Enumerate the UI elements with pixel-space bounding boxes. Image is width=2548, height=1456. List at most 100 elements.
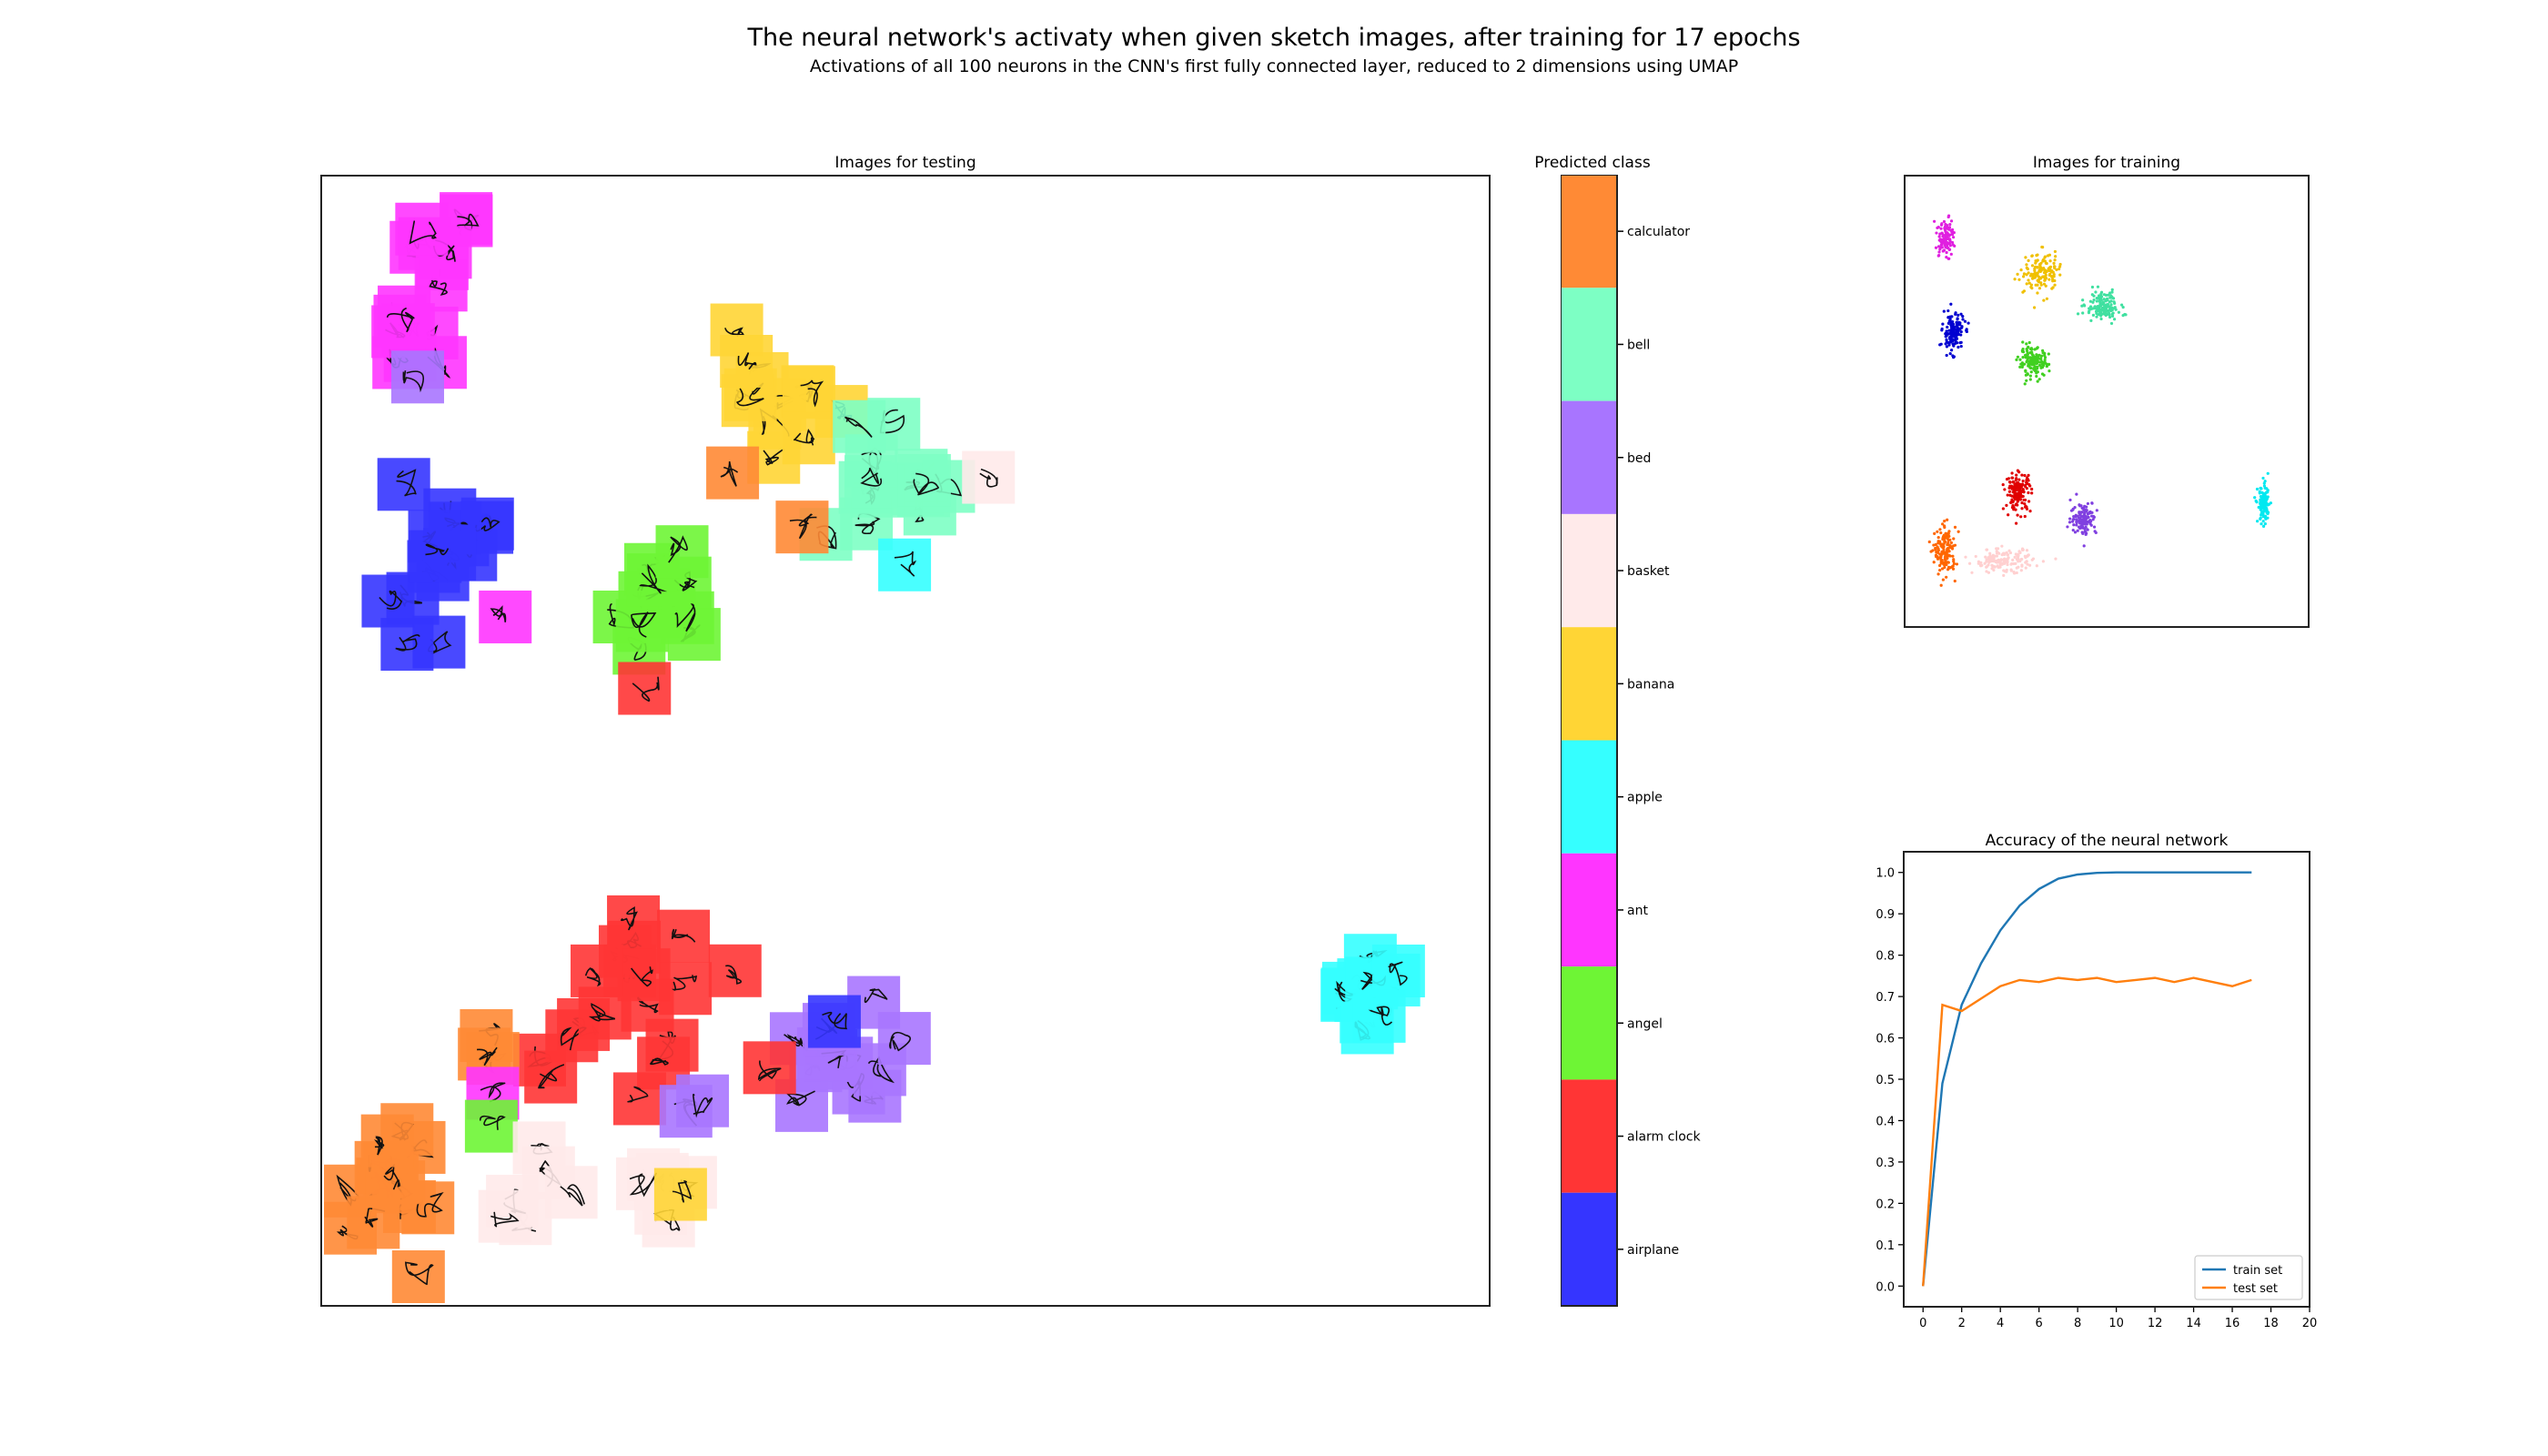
train-point [1942,248,1946,252]
train-point [2052,275,2056,278]
train-point [2078,504,2082,508]
cluster-bed [659,1074,730,1138]
train-point [2265,496,2269,500]
train-point [2099,308,2104,311]
y-tick-label: 0.5 [1876,1074,1895,1087]
train-point [1988,551,1992,555]
train-point [2017,278,2021,281]
train-point [2028,366,2032,369]
train-point [1955,562,1959,566]
train-point [2027,340,2031,345]
cluster-calculator [324,1103,455,1303]
train-point [1985,565,1988,569]
train-point [1952,343,1956,347]
train-point [2269,501,2272,505]
train-point [1970,571,1974,574]
train-point [2081,311,2085,315]
thumbnail-apple [878,538,932,592]
train-point [2001,507,2005,511]
train-point [2020,500,2024,505]
train-point [2026,357,2029,360]
train-point [1951,320,1955,324]
train-point [2005,503,2008,507]
train-point [1937,250,1941,254]
train-point [2008,480,2012,484]
train-point [1942,548,1946,551]
train-point [2261,476,2265,480]
colorbar-segment-calculator [1561,175,1617,288]
thumbnail-apple [1352,989,1406,1043]
train-point [2263,480,2267,483]
x-tick-label: 6 [2036,1317,2043,1330]
train-point [1942,551,1946,554]
series-line-train-set [1922,871,2252,1287]
train-points-banana [2013,245,2062,309]
train-point [2091,518,2095,521]
train-point [2095,299,2098,303]
train-point [2022,275,2026,278]
x-tick-label: 14 [2186,1317,2201,1330]
train-point [1940,327,1944,331]
train-point [2013,496,2017,500]
train-point [1997,551,2000,555]
train-point [2042,298,2046,302]
train-point [1947,329,1951,332]
thumbnail-calculator [706,446,760,500]
thumbnail-banana [782,366,835,420]
train-point [2043,259,2047,263]
train-point [2026,268,2029,271]
train-point [2084,520,2088,523]
train-point [2000,544,2004,548]
train-point [2021,548,2025,551]
train-point [2112,318,2117,321]
thumbnail-alarm-clock [708,944,762,997]
train-point [2027,563,2032,567]
train-point [2261,504,2266,508]
train-point [2043,354,2047,358]
train-point [1938,552,1942,556]
train-point [2091,313,2096,317]
cluster-calculator [775,500,829,554]
test-umap-title: Images for testing [834,154,976,172]
train-point [1959,329,1963,334]
train-point [2010,494,2014,498]
thumbnail-alarm-clock [743,1041,796,1095]
train-point [2075,523,2078,527]
train-point [2052,261,2056,266]
train-point [2029,370,2033,374]
train-point [1951,567,1956,571]
train-point [1994,559,1997,563]
train-point [2050,275,2054,278]
colorbar-label-bell: bell [1627,338,1650,352]
train-point [2013,483,2017,487]
train-point [2090,501,2094,505]
train-point [1934,553,1938,557]
thumbnail-airplane [409,530,462,583]
train-point [2025,560,2028,563]
colorbar-segment-bell [1561,288,1617,401]
train-point [1959,345,1963,349]
train-point [1938,528,1942,531]
thumbnail-calculator [391,1250,445,1303]
train-point [2068,517,2072,521]
train-point [1940,567,1945,571]
train-point [2009,569,2013,572]
train-point [2072,517,2076,521]
train-point [2027,500,2031,503]
train-point [2262,484,2267,488]
train-point [2013,555,2017,559]
colorbar-label-ant: ant [1627,904,1648,918]
train-point [2036,291,2039,295]
train-point [1946,541,1950,544]
train-point [2013,278,2017,281]
train-point [1944,535,1947,539]
train-point [1958,323,1962,327]
train-point [1967,321,1970,325]
train-point [2007,490,2011,493]
train-point [2030,264,2035,268]
train-point [1947,238,1951,241]
train-point [2102,293,2107,297]
train-point [1936,541,1940,545]
train-point [2260,490,2264,494]
train-point [1947,226,1952,229]
